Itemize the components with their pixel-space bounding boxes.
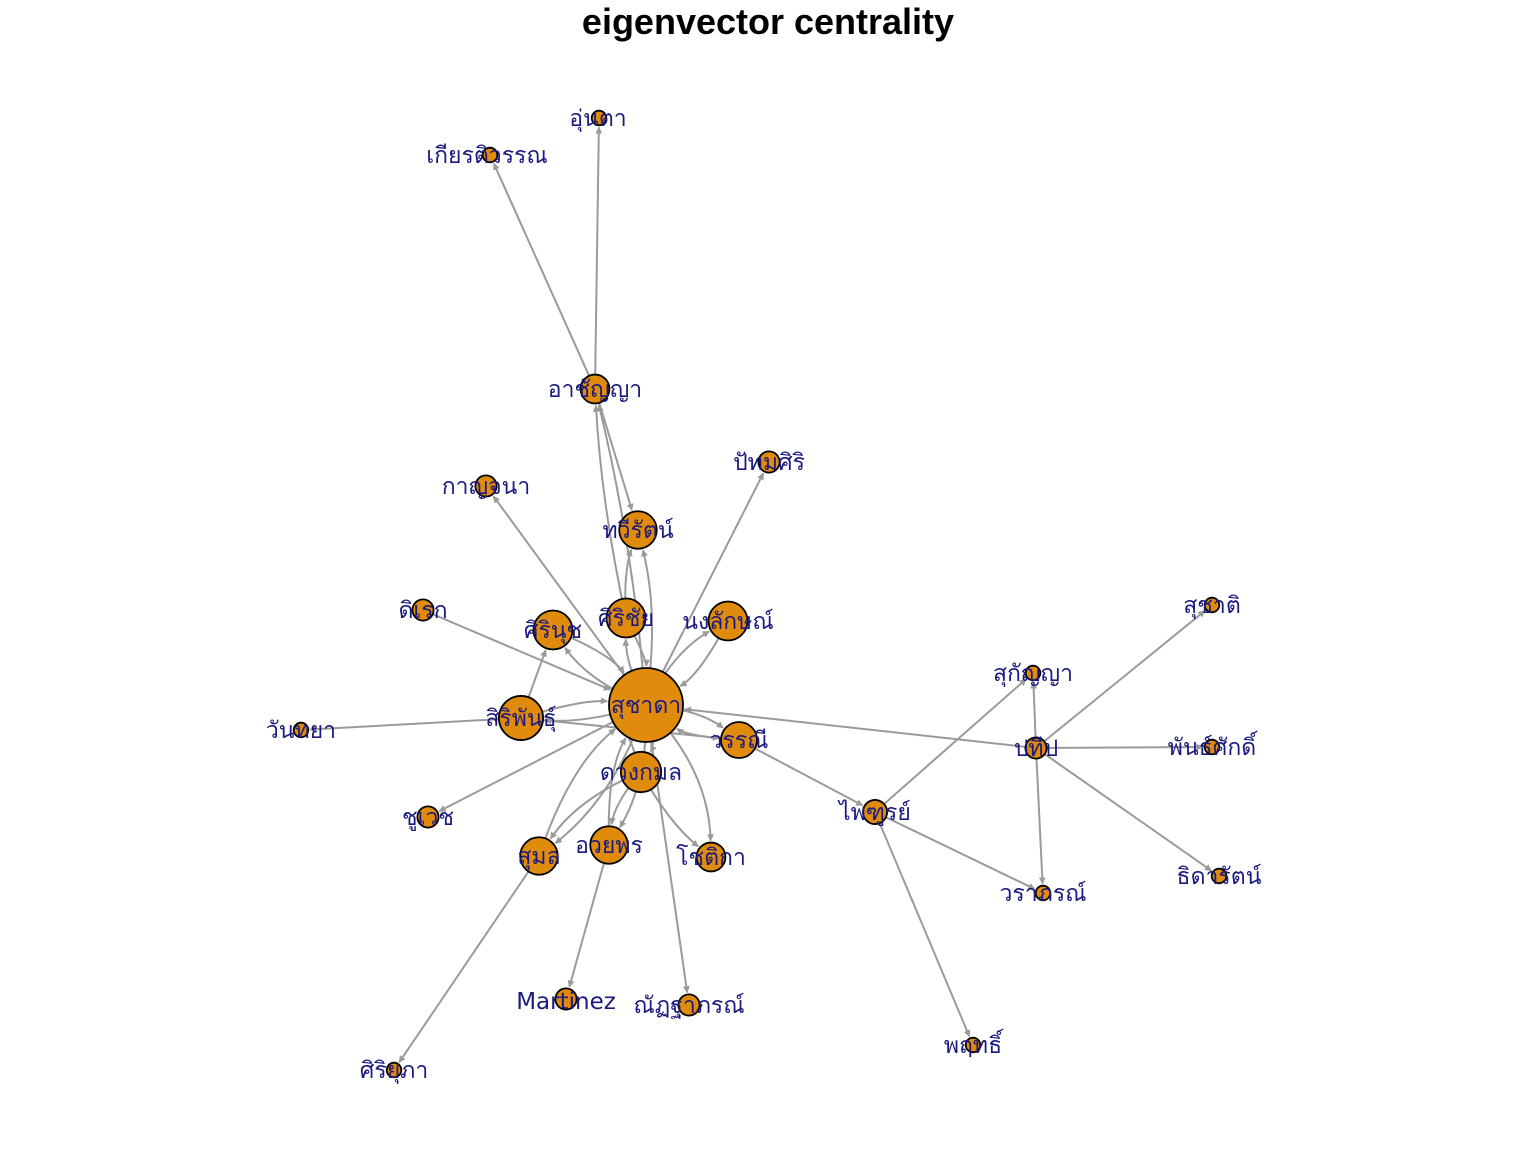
node-sirichai xyxy=(605,597,647,639)
edge-suchada-to-pathomsiri xyxy=(645,472,765,706)
node-aiyaphon xyxy=(589,825,629,865)
node-label-suchati: สุชาติ xyxy=(1183,593,1241,619)
node-sukanya xyxy=(1024,664,1042,682)
node-kanchana xyxy=(474,474,498,498)
edge-prathip-to-phansak xyxy=(1035,743,1204,751)
edge-achanya-to-untha xyxy=(594,126,603,390)
node-pruetthi xyxy=(964,1036,982,1054)
edge-sumon-to-suchada xyxy=(538,728,616,857)
edge-prathip-to-waraphon xyxy=(1035,747,1046,885)
edge-phaithun-to-sukanya xyxy=(874,678,1027,813)
node-chuwet xyxy=(416,805,440,829)
edge-phaithun-to-waraphon xyxy=(874,811,1036,890)
node-phansak xyxy=(1203,738,1221,756)
node-pathomsiri xyxy=(757,450,781,474)
node-nonglak xyxy=(707,600,749,642)
node-suchati xyxy=(1203,596,1221,614)
edge-siriphan-to-wanthaya xyxy=(309,717,522,733)
node-label-thidarat: ธิดารัตน์ xyxy=(1177,863,1262,890)
node-label-untha: อุ่นตา xyxy=(569,106,626,132)
edge-sirichai-to-achanya xyxy=(592,404,627,619)
node-label-sirinat: ศิรินุช xyxy=(524,618,582,644)
node-martinez xyxy=(554,987,578,1011)
node-label-chuwet: ชูเวช xyxy=(402,805,454,831)
edge-suchada-to-natthaporn xyxy=(645,704,690,994)
edge-achanya-to-thawirat xyxy=(594,388,634,511)
node-label-sumon: สุมล xyxy=(517,844,560,870)
node-label-chotika: โชติกา xyxy=(676,844,746,871)
labels-layer: สุชาดา ศิริชัย ทวีรัตน์สิริพันธุ์ ศิรินุช นง… xyxy=(266,106,1262,1084)
node-label-thawirat: ทวีรัตน์ xyxy=(602,517,673,544)
node-natthaporn xyxy=(677,993,701,1017)
node-label-phaithun: ไพฑูรย์ xyxy=(837,799,911,826)
edge-prathip-to-thidarat xyxy=(1035,747,1212,872)
edge-suchada-to-achanya xyxy=(597,404,647,706)
edge-phaithun-to-pruetthi xyxy=(874,811,971,1038)
edge-wanni-to-phaithun xyxy=(738,739,864,807)
node-waraphon xyxy=(1034,884,1052,902)
node-label-prathip: ปทีป xyxy=(1014,736,1058,762)
chart-title: eigenvector centrality xyxy=(582,1,954,42)
node-label-phansak: พันธ์ศักดิ์ xyxy=(1168,730,1259,761)
node-label-kanchana: กาญจนา xyxy=(442,474,531,500)
node-label-wanni: วรรณี xyxy=(710,728,769,754)
node-direk xyxy=(411,598,435,622)
node-label-sirichai: ศิริชัย xyxy=(598,606,654,632)
node-label-siriphan: สิริพันธุ์ xyxy=(485,705,556,732)
node-label-aiyaphon: อวยพร xyxy=(575,833,643,859)
node-label-wanthaya: วันทยา xyxy=(266,718,336,744)
edge-aiyaphon-to-martinez xyxy=(567,844,610,988)
node-duangkamon xyxy=(619,750,663,794)
node-chotika xyxy=(695,841,727,873)
node-thidarat xyxy=(1210,867,1228,885)
node-label-waraphon: วราภรณ์ xyxy=(999,880,1086,907)
nodes-layer xyxy=(292,109,1228,1079)
node-label-nonglak: นงลักษณ์ xyxy=(682,608,773,635)
node-label-pathomsiri: ปัทมศิริ xyxy=(733,450,805,476)
node-siriphan xyxy=(498,695,544,741)
node-wanni xyxy=(720,721,758,759)
node-label-duangkamon: ดวงกมล xyxy=(600,760,682,786)
node-sirinat xyxy=(532,609,574,651)
node-label-achanya: อาชัญญา xyxy=(548,377,642,403)
node-suchada xyxy=(608,667,684,743)
edge-prathip-to-suchati xyxy=(1035,610,1206,749)
node-thawirat xyxy=(618,510,658,550)
node-label-martinez: Martinez xyxy=(516,989,616,1015)
node-label-direk: ดิเรก xyxy=(398,598,447,624)
node-sumon xyxy=(519,836,559,876)
edge-prathip-to-suchada xyxy=(684,706,1037,749)
node-wanthaya xyxy=(292,721,310,739)
node-prathip xyxy=(1024,736,1048,760)
node-label-siriphupha: ศิริยุภา xyxy=(360,1058,429,1084)
node-phaithun xyxy=(862,799,888,825)
edge-sumon-to-siriphupha xyxy=(398,855,540,1063)
node-label-suchada: สุชาดา xyxy=(611,693,681,719)
edge-suchada-to-chuwet xyxy=(438,704,647,813)
edge-direk-to-suchada xyxy=(422,609,611,691)
node-label-natthaporn: ณัฏฐาภรณ์ xyxy=(633,992,744,1019)
node-achanya xyxy=(579,373,611,405)
node-label-kiatiwan: เกียรติวรรณ xyxy=(426,143,548,169)
edges-layer xyxy=(309,126,1212,1063)
node-kiatiwan xyxy=(481,146,499,164)
edge-achanya-to-kiatiwan xyxy=(492,162,596,390)
node-untha xyxy=(590,109,608,127)
node-label-pruetthi: พฤทธิ์ xyxy=(944,1028,1005,1059)
node-siriphupha xyxy=(385,1061,403,1079)
node-label-sukanya: สุกัญญา xyxy=(993,661,1073,687)
